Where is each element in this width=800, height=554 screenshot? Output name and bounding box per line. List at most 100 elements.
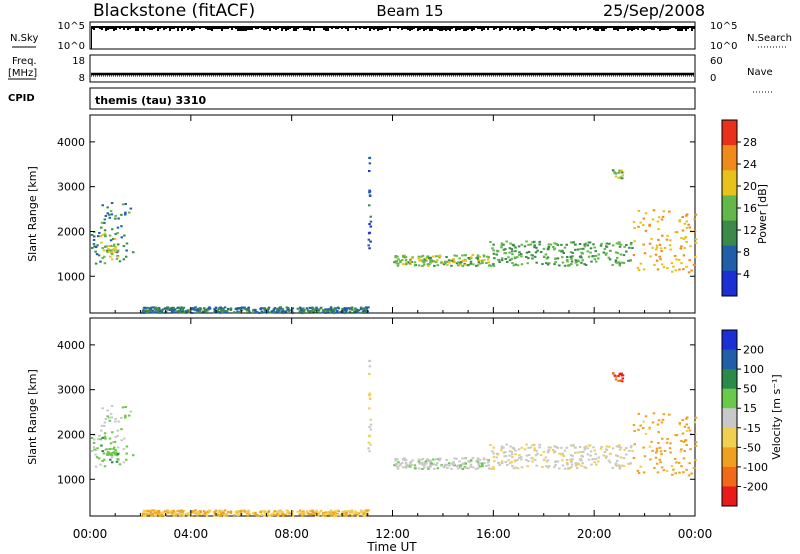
nsky-sample — [169, 26, 171, 31]
velocity-scatter-point — [547, 446, 551, 449]
nsky-sample — [619, 26, 621, 29]
nsky-sample — [137, 26, 139, 31]
velocity-scatter-point — [602, 454, 606, 457]
power-scatter-point — [243, 307, 246, 310]
velocity-scatter-point — [583, 466, 586, 469]
velocity-scatter-point — [618, 373, 622, 376]
power-scatter-point — [153, 311, 157, 314]
power-scatter-point — [265, 308, 269, 311]
power-scatter-point — [594, 250, 598, 253]
velocity-scatter-point — [525, 443, 528, 446]
nsky-sample — [217, 26, 219, 29]
velocity-scatter-point — [623, 448, 626, 451]
nsky-sample — [445, 26, 447, 31]
power-scatter-point — [594, 260, 598, 263]
velocity-scatter-point — [590, 463, 593, 466]
nsky-sample — [571, 26, 573, 28]
velocity-scatter-point — [345, 512, 348, 515]
velocity-scatter-point — [666, 437, 669, 440]
velocity-scatter-point — [100, 444, 103, 447]
power-scatter-point — [187, 309, 190, 312]
power-scatter-point — [425, 259, 428, 262]
power-scatter-point — [504, 257, 507, 260]
velocity-scatter-point — [432, 463, 436, 466]
velocity-scatter-point — [469, 459, 473, 462]
velocity-scatter-point — [435, 458, 438, 461]
power-scatter-point — [614, 175, 618, 178]
velocity-scatter-point — [669, 451, 672, 454]
velocity-scatter-point — [222, 511, 225, 514]
nsky-sample — [605, 26, 607, 29]
power-scatter-point — [556, 243, 560, 246]
velocity-scatter-point — [305, 510, 309, 513]
nsky-sample — [603, 26, 605, 31]
power-scatter-point — [689, 245, 692, 248]
velocity-scatter-point — [127, 414, 131, 417]
nsky-sample — [367, 26, 369, 28]
power-scatter-point — [314, 309, 317, 312]
velocity-scatter-point — [453, 457, 456, 460]
nsky-sample — [215, 26, 217, 29]
power-scatter-point — [547, 247, 550, 250]
power-scatter-point — [278, 309, 281, 312]
power-scatter-point — [486, 255, 489, 258]
nsky-tick-right-bottom: 10^0 — [710, 41, 737, 52]
velocity-scatter-point — [554, 460, 557, 463]
power-scatter-point — [586, 250, 590, 253]
power-scatter-point — [549, 243, 553, 246]
velocity-scatter-point — [492, 452, 495, 455]
power-scatter-point — [694, 241, 698, 244]
velocity-scatter-point — [273, 514, 276, 517]
nsky-sample — [205, 26, 207, 29]
velocity-scatter-point — [170, 509, 174, 512]
nsky-sample — [601, 26, 603, 31]
power-scatter-point — [187, 311, 191, 314]
velocity-scatter-point — [648, 445, 652, 448]
velocity-scatter-point — [665, 470, 669, 473]
velocity-scatter-point — [616, 455, 620, 458]
velocity-scatter-point — [476, 459, 479, 462]
velocity-scatter-point — [112, 446, 116, 449]
velocity-scatter-point — [108, 437, 112, 440]
power-scatter-point — [648, 242, 652, 245]
velocity-scatter-point — [617, 379, 620, 382]
velocity-scatter-point — [694, 444, 698, 447]
velocity-scatter-point — [310, 513, 313, 516]
velocity-scatter-point — [571, 444, 574, 447]
freq-tick-right-top: 60 — [710, 56, 723, 67]
nsky-sample — [397, 26, 399, 29]
power-scatter-point — [545, 262, 548, 265]
power-scatter-point — [471, 253, 475, 256]
velocity-scatter-point — [506, 463, 509, 466]
power-scatter-point — [127, 211, 131, 214]
velocity-scatter-point — [260, 513, 264, 516]
velocity-scatter-point — [291, 515, 295, 518]
power-scatter-point — [567, 264, 570, 267]
velocity-scatter-point — [196, 514, 199, 517]
power-scatter-point — [492, 264, 496, 267]
power-scatter-point — [405, 261, 408, 264]
velocity-scatter-point — [192, 511, 196, 514]
power-scatter-point — [192, 308, 196, 311]
velocity-scatter-point — [422, 466, 426, 469]
power-scatter-point — [153, 308, 157, 311]
velocity-scatter-point — [628, 449, 631, 452]
nsky-sample — [423, 26, 425, 31]
velocity-scatter-point — [216, 512, 219, 515]
velocity-scatter-point — [582, 450, 585, 453]
nsky-sample — [297, 26, 299, 29]
velocity-scatter-point — [105, 448, 108, 451]
power-scatter-point — [683, 247, 686, 250]
power-scatter-point — [574, 248, 577, 251]
velocity-scatter-point — [420, 458, 423, 461]
velocity-scatter-point — [359, 509, 363, 512]
power-scatter-point — [420, 255, 423, 258]
power-scatter-point — [432, 255, 435, 258]
velocity-scatter-point — [101, 450, 104, 453]
colorbar-tick-label: 4 — [743, 268, 750, 281]
velocity-scatter-point — [558, 452, 561, 455]
velocity-scatter-point — [174, 514, 178, 517]
power-scatter-point — [260, 307, 263, 310]
power-scatter-point — [584, 263, 588, 266]
power-scatter-point — [106, 212, 109, 215]
